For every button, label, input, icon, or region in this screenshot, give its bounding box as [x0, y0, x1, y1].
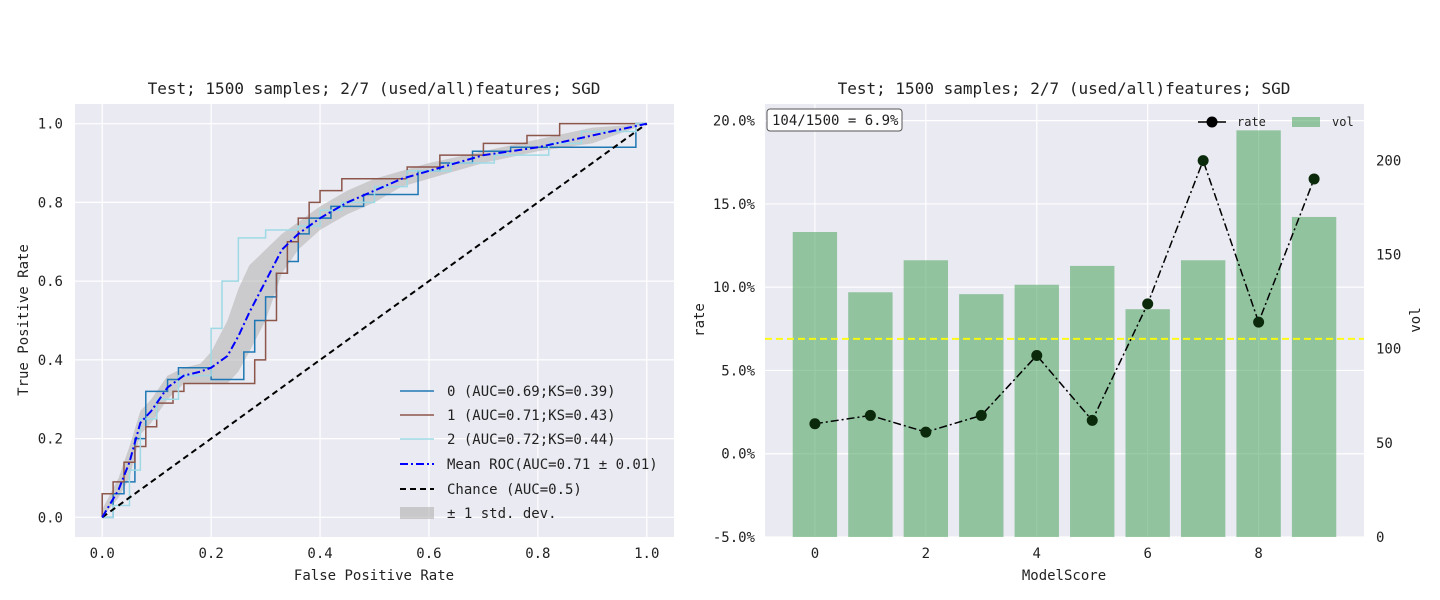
roc-y-tick-label: 0.4: [38, 353, 63, 369]
legend-label-chance: Chance (AUC=0.5): [447, 482, 582, 498]
score-rate-ticks: -5.0% 0.0% 5.0% 10.0% 15.0% 20.0%: [713, 114, 756, 546]
score-rate-tick-label: 10.0%: [713, 280, 756, 296]
rate-point: [1142, 298, 1154, 310]
roc-x-tick-label: 1.0: [634, 546, 659, 562]
roc-y-tick-label: 1.0: [38, 117, 63, 133]
vol-bar: [1180, 260, 1226, 537]
legend-label-series-1: 1 (AUC=0.71;KS=0.43): [447, 408, 616, 424]
mean-roc-line: [101, 122, 647, 518]
vol-bar: [1236, 130, 1281, 538]
rate-point: [809, 418, 821, 430]
rate-point: [920, 426, 932, 438]
roc-lines: [101, 122, 648, 519]
score-vol-ticks: 0 50 100 150 200: [1376, 153, 1401, 546]
legend-label-series-0: 0 (AUC=0.69;KS=0.39): [447, 384, 616, 400]
roc-y-tick-label: 0.0: [38, 510, 63, 526]
score-vol-tick-label: 50: [1376, 436, 1393, 452]
vol-bar: [1125, 309, 1170, 537]
rate-point: [864, 409, 876, 421]
score-x-tick-label: 6: [1143, 546, 1151, 562]
roc-legend: 0 (AUC=0.69;KS=0.39) 1 (AUC=0.71;KS=0.43…: [400, 384, 658, 522]
score-x-tick-label: 8: [1254, 546, 1262, 562]
legend-label-series-2: 2 (AUC=0.72;KS=0.44): [447, 432, 616, 448]
rate-line: [814, 158, 1315, 433]
roc-x-tick-label: 0.4: [307, 546, 332, 562]
score-x-label: ModelScore: [1022, 568, 1106, 584]
score-rate-tick-label: -5.0%: [713, 530, 756, 546]
legend-label-std-band: ± 1 std. dev.: [447, 506, 557, 522]
score-x-tick-label: 4: [1033, 546, 1041, 562]
score-rate-tick-label: 5.0%: [721, 363, 755, 379]
score-x-tick-label: 0: [811, 546, 819, 562]
roc-title: Test; 1500 samples; 2/7 (used/all)featur…: [148, 79, 601, 98]
vol-bar: [1070, 265, 1115, 537]
roc-y-tick-label: 0.6: [38, 274, 63, 290]
rate-point: [975, 409, 987, 421]
vol-bar: [903, 260, 949, 537]
rate-point: [1031, 349, 1043, 361]
vol-bar: [1291, 216, 1337, 537]
rate-point: [1197, 155, 1209, 167]
score-vol-tick-label: 200: [1376, 153, 1401, 169]
score-rate-tick-label: 15.0%: [713, 197, 756, 213]
roc-y-tick-label: 0.2: [38, 432, 63, 448]
roc-y-ticks: 0.0 0.2 0.4 0.6 0.8 1.0: [38, 117, 63, 527]
score-rate-tick-label: 20.0%: [713, 114, 756, 130]
chance-line: [101, 122, 648, 519]
score-chart: 0 2 4 6 8 -5.0% 0.0% 5.0% 10.0% 15.0% 20.0% 0 50 10…: [692, 79, 1424, 584]
roc-chart: 0.0 0.2 0.4 0.6 0.8 1.0 0.0 0.2 0.4 0.6 0.8 1.0 Te…: [16, 79, 674, 584]
score-vol-tick-label: 150: [1376, 248, 1401, 264]
score-title: Test; 1500 samples; 2/7 (used/all)featur…: [838, 79, 1291, 98]
score-rate-tick-label: 0.0%: [721, 447, 755, 463]
score-legend: rate vol: [1198, 115, 1354, 129]
score-y-label: rate: [692, 303, 708, 337]
roc-y-tick-label: 0.8: [38, 195, 63, 211]
roc-y-label: True Positive Rate: [16, 244, 32, 396]
annotation-text: 104/1500 = 6.9%: [772, 113, 899, 129]
vol-bar: [1014, 284, 1059, 537]
annotation-box: [766, 108, 903, 132]
score-vol-tick-label: 0: [1376, 530, 1384, 546]
roc-x-tick-label: 0.6: [416, 546, 441, 562]
vol-bar: [792, 232, 838, 537]
legend-marker-rate: [1206, 116, 1218, 128]
legend-label-vol: vol: [1332, 115, 1354, 129]
roc-curve-2: [102, 122, 647, 519]
legend-label-mean-roc: Mean ROC(AUC=0.71 ± 0.01): [447, 457, 658, 473]
rate-point: [1308, 173, 1320, 185]
roc-x-ticks: 0.0 0.2 0.4 0.6 0.8 1.0: [90, 546, 660, 562]
legend-label-rate: rate: [1237, 115, 1266, 129]
legend-swatch-std-band: [400, 507, 434, 519]
roc-x-tick-label: 0.2: [198, 546, 223, 562]
roc-x-label: False Positive Rate: [294, 568, 454, 584]
rate-point: [1253, 316, 1265, 328]
roc-x-tick-label: 0.8: [525, 546, 550, 562]
score-rate-line: [809, 155, 1320, 438]
score-vol-tick-label: 100: [1376, 342, 1401, 358]
score-x-tick-label: 2: [922, 546, 930, 562]
legend-swatch-vol: [1292, 117, 1320, 127]
score-x-ticks: 0 2 4 6 8: [811, 546, 1263, 562]
score-y2-label: vol: [1408, 307, 1424, 332]
roc-x-tick-label: 0.0: [90, 546, 115, 562]
rate-point: [1086, 414, 1098, 426]
